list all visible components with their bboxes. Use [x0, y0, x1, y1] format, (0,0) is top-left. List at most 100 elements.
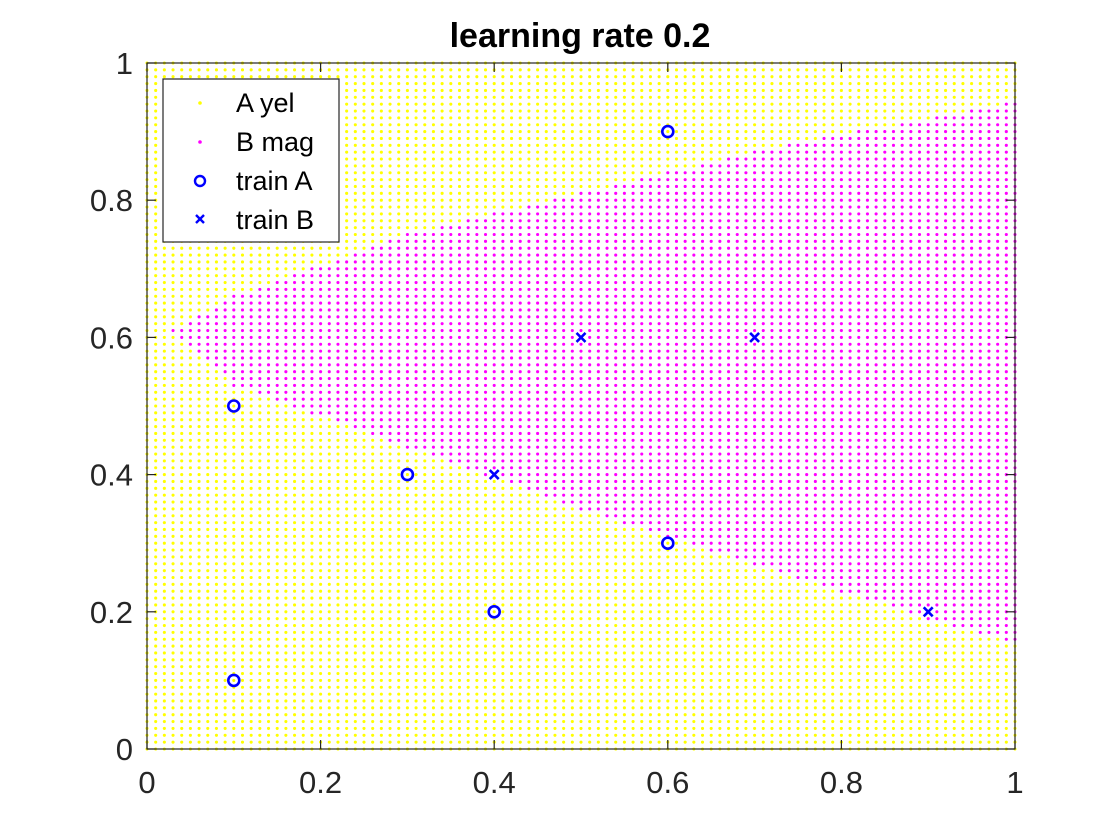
- region-a-dot: [510, 562, 514, 566]
- region-b-dot: [423, 287, 427, 291]
- region-a-dot: [527, 109, 531, 113]
- region-a-dot: [327, 610, 331, 614]
- region-a-dot: [345, 473, 349, 477]
- region-a-dot: [188, 548, 192, 552]
- region-a-dot: [154, 651, 158, 655]
- region-a-dot: [510, 541, 514, 545]
- region-a-dot: [327, 733, 331, 737]
- region-b-dot: [345, 301, 349, 305]
- region-a-dot: [405, 521, 409, 525]
- region-a-dot: [371, 438, 375, 442]
- region-a-dot: [197, 582, 201, 586]
- region-a-dot: [206, 623, 210, 628]
- region-a-dot: [544, 541, 548, 545]
- region-a-dot: [379, 452, 383, 456]
- region-b-dot: [284, 294, 288, 298]
- region-a-dot: [266, 541, 271, 545]
- region-a-dot: [310, 678, 314, 682]
- region-a-dot: [379, 130, 383, 134]
- region-a-dot: [449, 678, 453, 682]
- region-a-dot: [266, 459, 271, 463]
- region-b-dot: [379, 390, 383, 394]
- region-a-dot: [154, 486, 158, 490]
- region-a-dot: [544, 198, 548, 202]
- region-a-dot: [457, 514, 462, 518]
- region-b-dot: [423, 308, 427, 312]
- region-a-dot: [544, 623, 548, 628]
- region-a-dot: [258, 610, 262, 614]
- region-a-dot: [483, 171, 488, 175]
- region-a-dot: [180, 589, 184, 593]
- region-a-dot: [240, 445, 245, 449]
- region-b-dot: [388, 308, 392, 312]
- region-a-dot: [388, 232, 392, 237]
- region-a-dot: [527, 493, 531, 497]
- region-a-dot: [154, 582, 158, 586]
- region-b-dot: [475, 438, 479, 442]
- region-a-dot: [414, 82, 418, 86]
- region-a-dot: [171, 527, 175, 532]
- region-a-dot: [423, 500, 427, 504]
- region-a-dot: [258, 438, 262, 442]
- region-a-dot: [336, 253, 340, 257]
- region-a-dot: [466, 109, 470, 113]
- region-a-dot: [431, 582, 435, 586]
- region-a-dot: [492, 589, 496, 593]
- region-a-dot: [206, 651, 210, 655]
- region-a-dot: [466, 486, 470, 490]
- region-a-dot: [266, 493, 271, 497]
- region-a-dot: [293, 411, 297, 415]
- region-a-dot: [483, 617, 488, 621]
- region-a-dot: [440, 658, 444, 662]
- region-b-dot: [388, 280, 392, 285]
- region-a-dot: [206, 610, 210, 614]
- region-a-dot: [310, 671, 314, 676]
- region-a-dot: [206, 555, 210, 559]
- region-a-dot: [457, 706, 462, 710]
- region-b-dot: [544, 473, 548, 477]
- region-a-dot: [223, 555, 227, 559]
- region-a-dot: [371, 157, 375, 161]
- region-b-dot: [570, 479, 574, 484]
- region-a-dot: [544, 102, 548, 106]
- region-b-dot: [492, 390, 496, 394]
- region-a-dot: [570, 699, 574, 703]
- region-a-dot: [249, 246, 253, 250]
- region-b-dot: [431, 328, 435, 333]
- region-a-dot: [188, 671, 192, 676]
- region-a-dot: [310, 726, 314, 730]
- region-a-dot: [327, 431, 331, 435]
- region-a-dot: [536, 623, 540, 628]
- region-b-dot: [353, 294, 357, 298]
- region-a-dot: [553, 582, 557, 586]
- region-b-dot: [483, 280, 488, 285]
- region-a-dot: [301, 678, 305, 682]
- region-b-dot: [223, 315, 227, 319]
- region-a-dot: [388, 541, 392, 545]
- region-a-dot: [327, 617, 331, 621]
- region-a-dot: [492, 726, 496, 730]
- region-b-dot: [293, 294, 297, 298]
- region-b-dot: [527, 418, 531, 422]
- region-b-dot: [501, 280, 505, 285]
- region-b-dot: [232, 335, 236, 339]
- region-a-dot: [501, 534, 505, 538]
- region-a-dot: [510, 644, 514, 648]
- region-a-dot: [423, 473, 427, 477]
- region-b-dot: [397, 335, 401, 339]
- region-a-dot: [154, 123, 158, 127]
- region-a-dot: [154, 109, 158, 113]
- region-a-dot: [249, 459, 253, 463]
- region-a-dot: [466, 603, 470, 607]
- region-b-dot: [362, 280, 366, 285]
- region-a-dot: [492, 623, 496, 628]
- region-a-dot: [162, 658, 166, 662]
- region-b-dot: [353, 274, 357, 278]
- region-a-dot: [457, 637, 462, 641]
- region-b-dot: [258, 335, 262, 339]
- region-b-dot: [388, 356, 392, 360]
- region-a-dot: [162, 548, 166, 552]
- region-b-dot: [362, 349, 366, 353]
- region-a-dot: [405, 514, 409, 518]
- region-a-dot: [275, 425, 279, 429]
